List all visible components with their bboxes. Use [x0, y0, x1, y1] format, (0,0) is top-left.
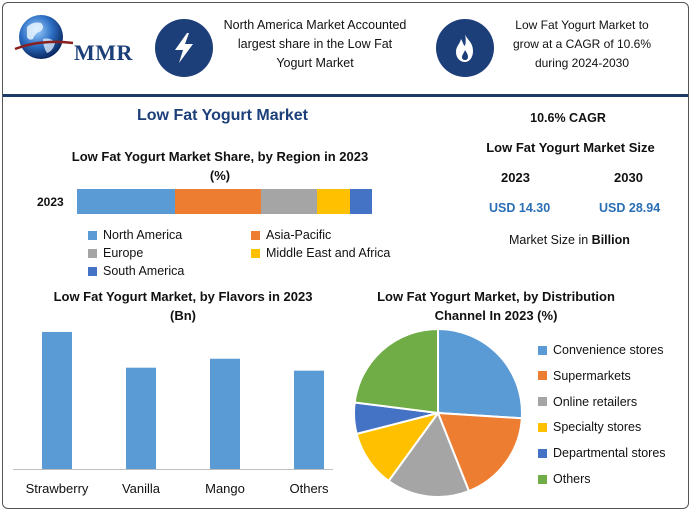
- main-title: Low Fat Yogurt Market: [137, 107, 308, 124]
- region-legend-item: North America: [88, 228, 182, 242]
- flavor-tick-label: Others: [289, 481, 329, 496]
- logo: MMR: [11, 9, 146, 69]
- value-end: USD 28.94: [599, 201, 661, 215]
- region-chart-title: Low Fat Yogurt Market Share, by Region i…: [71, 149, 369, 183]
- distribution-legend-item: Others: [538, 472, 591, 486]
- distribution-pie-chart: [353, 327, 523, 498]
- legend-label: Convenience stores: [553, 343, 664, 357]
- flavors-bar-chart: Strawberry Vanilla Mango Others: [13, 331, 333, 496]
- pie-slice-online-retailers: [387, 410, 471, 498]
- flavor-bar-vanilla: [126, 367, 156, 469]
- region-segment-middle-east-and-africa: [316, 189, 351, 214]
- region-segment-asia-pacific: [175, 189, 262, 214]
- cagr-label: 10.6% CAGR: [530, 111, 606, 125]
- legend-label: Asia-Pacific: [266, 228, 332, 242]
- legend-label: South America: [103, 264, 185, 278]
- legend-label: Departmental stores: [553, 446, 666, 461]
- legend-swatch: [538, 345, 547, 355]
- distribution-chart-title: Low Fat Yogurt Market, by Distribution C…: [377, 289, 615, 323]
- flame-icon: [436, 19, 494, 77]
- region-year-label: 2023: [37, 195, 64, 209]
- unit-label: Market Size in Billion: [509, 233, 630, 247]
- legend-label: Europe: [103, 246, 144, 260]
- legend-label: Supermarkets: [553, 368, 631, 383]
- pie-slice-convenience-stores: [437, 327, 523, 420]
- region-segment-south-america: [350, 189, 372, 214]
- region-legend-item: South America: [88, 264, 184, 278]
- legend-label: Online retailers: [553, 394, 638, 409]
- year-end: 2030: [614, 170, 643, 185]
- legend-swatch: [538, 448, 547, 458]
- flavor-tick-label: Vanilla: [122, 481, 161, 496]
- flavor-bar-mango: [210, 358, 240, 469]
- legend-swatch: [538, 474, 547, 484]
- header-divider: [3, 94, 688, 97]
- market-size-title: Low Fat Yogurt Market Size: [486, 140, 655, 155]
- flavor-tick-label: Mango: [205, 481, 245, 496]
- distribution-legend-item: Online retailers: [538, 395, 637, 409]
- legend-swatch: [88, 248, 97, 258]
- region-segment-europe: [261, 189, 317, 214]
- legend-label: Others: [553, 472, 591, 486]
- region-segment-north-america: [77, 189, 176, 214]
- legend-swatch: [88, 230, 97, 240]
- logo-text: MMR: [74, 40, 133, 65]
- pie-slice-supermarkets: [436, 411, 523, 493]
- flavor-tick-label: Strawberry: [26, 481, 89, 496]
- header: MMR North America Market Accounted large…: [3, 3, 688, 94]
- pie-slice-others: [353, 327, 439, 415]
- region-legend-item: Asia-Pacific: [251, 228, 331, 242]
- distribution-legend-item: Specialty stores: [538, 420, 641, 434]
- unit-bold: Billion: [591, 233, 630, 247]
- header-right-text: Low Fat Yogurt Market to grow at a CAGR …: [512, 18, 652, 70]
- legend-swatch: [538, 422, 547, 432]
- legend-swatch: [251, 248, 260, 258]
- year-start: 2023: [501, 170, 530, 185]
- region-stacked-bar: [77, 189, 372, 214]
- region-legend-item: Middle East and Africa: [251, 246, 390, 260]
- flavors-chart-title: Low Fat Yogurt Market, by Flavors in 202…: [53, 289, 313, 323]
- distribution-legend-item: Convenience stores: [538, 343, 663, 357]
- distribution-legend-item: Supermarkets: [538, 369, 631, 383]
- region-legend-item: Europe: [88, 246, 143, 260]
- legend-label: Middle East and Africa: [266, 246, 391, 260]
- value-start: USD 14.30: [489, 201, 551, 215]
- legend-swatch: [538, 371, 547, 381]
- legend-swatch: [251, 230, 260, 240]
- flavor-bar-others: [294, 370, 324, 469]
- lightning-icon: [155, 19, 213, 77]
- legend-swatch: [538, 397, 547, 407]
- unit-prefix: Market Size in: [509, 233, 592, 247]
- legend-label: Specialty stores: [553, 420, 642, 435]
- globe-icon: [14, 15, 74, 59]
- legend-swatch: [88, 266, 97, 276]
- legend-label: North America: [103, 228, 183, 242]
- header-left-text: North America Market Accounted largest s…: [223, 18, 407, 70]
- distribution-legend-item: Departmental stores: [538, 446, 666, 460]
- flavor-bar-strawberry: [42, 331, 72, 469]
